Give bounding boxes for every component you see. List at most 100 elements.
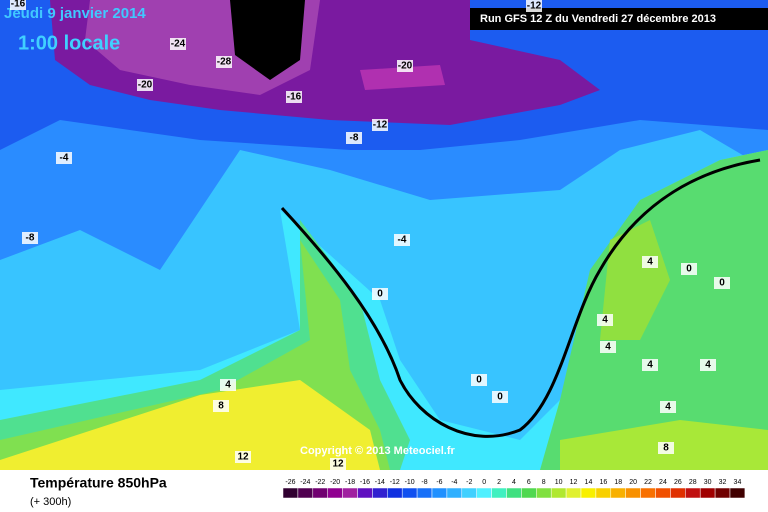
legend-label: 12	[570, 479, 578, 486]
legend-label: -14	[375, 479, 385, 486]
label-bg	[658, 442, 674, 454]
legend-label: 18	[614, 479, 622, 486]
contour-label: 4	[647, 257, 653, 268]
label-bg	[597, 314, 613, 326]
label-bg	[714, 277, 730, 289]
legend-label: 4	[512, 479, 516, 486]
legend-swatch	[401, 487, 418, 499]
label-bg	[346, 132, 362, 144]
legend-swatch	[372, 487, 388, 499]
label-bg	[286, 91, 302, 103]
legend-swatch	[714, 487, 731, 499]
legend-swatch	[595, 487, 612, 499]
label-bg	[220, 379, 236, 391]
contour-label: 4	[602, 315, 608, 326]
legend-swatch	[476, 487, 492, 499]
contour-label: -12	[373, 120, 388, 131]
legend-swatch	[282, 487, 299, 499]
contour-label: -16	[287, 92, 302, 103]
label-bg	[10, 0, 26, 10]
legend-label: 16	[599, 479, 607, 486]
contour-label: 0	[719, 278, 725, 289]
footer-title: Température 850hPa	[30, 475, 167, 491]
cold-region	[360, 65, 445, 90]
legend-label: 20	[629, 479, 637, 486]
label-bg	[681, 263, 697, 275]
label-bg	[397, 60, 413, 72]
contour-label: 12	[237, 452, 249, 463]
legend-label: -26	[285, 479, 295, 486]
legend-swatch	[550, 487, 567, 499]
legend-label: 8	[542, 479, 546, 486]
legend-label: -4	[451, 479, 457, 486]
legend-swatch	[387, 487, 403, 499]
legend-swatch	[461, 487, 477, 499]
legend-swatch	[327, 487, 343, 499]
label-bg	[526, 0, 542, 12]
legend-label: 10	[555, 479, 563, 486]
run-box	[470, 8, 768, 30]
label-bg	[213, 400, 229, 412]
copyright: Copyright © 2013 Meteociel.fr	[300, 445, 456, 457]
footer-lead: (+ 300h)	[30, 496, 71, 508]
contour-label: -8	[26, 233, 35, 244]
legend-swatch	[655, 487, 671, 499]
contour-label: -28	[217, 57, 232, 68]
label-bg	[642, 256, 658, 268]
legend-swatch	[610, 487, 626, 499]
contour-label: 4	[647, 360, 653, 371]
label-bg	[330, 458, 346, 470]
legend-swatch	[431, 487, 448, 499]
contour-label: -16	[11, 0, 26, 10]
legend-label: 2	[497, 479, 501, 486]
zero-isotherm	[280, 158, 761, 438]
legend-swatch	[685, 487, 701, 499]
contour-label: 8	[218, 401, 224, 412]
contour-label: 4	[605, 342, 611, 353]
time-label: 1:00 locale	[18, 32, 120, 54]
legend-label: -8	[421, 479, 427, 486]
warm-region	[0, 380, 380, 470]
legend-label: 24	[659, 479, 667, 486]
contour-label: 0	[377, 289, 383, 300]
contour-label: -4	[60, 153, 69, 164]
legend-swatch	[640, 487, 656, 499]
legend-label: -2	[466, 479, 472, 486]
label-bg	[56, 152, 72, 164]
legend-swatch	[580, 487, 597, 499]
label-bg	[492, 391, 508, 403]
legend-label: -24	[300, 479, 310, 486]
contour-label: 0	[686, 264, 692, 275]
legend-label: 6	[527, 479, 531, 486]
legend-label: 14	[585, 479, 593, 486]
legend-label: 22	[644, 479, 652, 486]
legend-swatch	[312, 487, 328, 499]
legend-swatch	[699, 487, 716, 499]
contour-label: -20	[398, 61, 413, 72]
label-bg	[372, 288, 388, 300]
legend-swatch	[521, 487, 537, 499]
contour-label: 4	[225, 380, 231, 391]
legend-swatch	[491, 487, 507, 499]
contour-label: -4	[398, 235, 407, 246]
label-bg	[394, 234, 410, 246]
legend-swatch	[536, 487, 552, 499]
contour-label: -24	[171, 39, 186, 50]
contour-label: -8	[350, 133, 359, 144]
label-bg	[235, 451, 251, 463]
legend-label: -12	[390, 479, 400, 486]
contour-label: 0	[476, 375, 482, 386]
legend-swatch	[729, 487, 746, 499]
core-region	[230, 0, 305, 80]
legend-label: -20	[330, 479, 340, 486]
legend-label: 26	[674, 479, 682, 486]
run-label: Run GFS 12 Z du Vendredi 27 décembre 201…	[480, 13, 716, 25]
contour-label: -12	[527, 1, 542, 12]
label-bg	[137, 79, 153, 91]
label-bg	[372, 119, 388, 131]
contour-label: -20	[138, 80, 153, 91]
legend-label: 0	[482, 479, 486, 486]
date-label: Jeudi 9 janvier 2014	[4, 5, 146, 22]
contour-label: 12	[332, 459, 344, 470]
